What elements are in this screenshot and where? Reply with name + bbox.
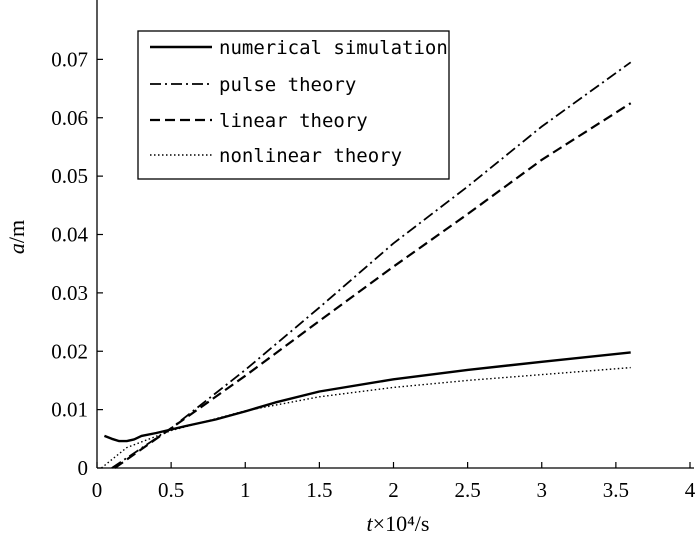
x-axis-ticks: 0 0.5 1 1.5 2 2.5 3 3.5 4 [92,462,696,502]
y-tick-label: 0.01 [51,398,88,422]
series-line-numerical-simulation [103,351,631,443]
x-axis-label-unit: ×10⁴/s [373,511,430,536]
legend-label-linear-theory: linear theory [219,110,368,132]
x-axis-label: t×10⁴/s [367,511,430,536]
y-tick-label: 0.04 [51,223,88,247]
legend: numerical simulation pulse theory linear… [137,30,450,180]
legend-label-nonlinear-theory: nonlinear theory [219,145,402,167]
series-layer [100,61,632,469]
legend-label-pulse-theory: pulse theory [219,74,356,96]
x-tick-label: 0 [92,478,103,502]
y-tick-label: 0.05 [51,164,88,188]
y-axis-ticks: 0 0.01 0.02 0.03 0.04 0.05 0.06 0.07 [51,47,103,480]
y-axis-label-var: a [4,243,29,254]
x-tick-label: 2.5 [455,478,481,502]
y-tick-label: 0.02 [51,339,88,363]
y-tick-label: 0.03 [51,281,88,305]
x-tick-label: 0.5 [158,478,184,502]
y-tick-label: 0 [78,456,89,480]
x-axis-label-var: t [367,511,374,536]
legend-box [137,30,450,180]
y-tick-label: 0.07 [51,47,88,71]
series-line-linear-theory [114,102,632,469]
legend-label-numerical-simulation: numerical simulation [219,37,448,59]
y-axis-label-unit: /m [4,220,29,243]
x-tick-label: 2 [388,478,399,502]
x-tick-label: 4 [685,478,696,502]
y-tick-label: 0.06 [51,106,88,130]
y-axis-label: a/m [4,220,29,254]
x-tick-label: 3 [537,478,548,502]
x-tick-label: 1 [240,478,251,502]
x-tick-label: 3.5 [603,478,629,502]
series-line-nonlinear-theory [100,366,631,469]
x-tick-label: 1.5 [306,478,332,502]
